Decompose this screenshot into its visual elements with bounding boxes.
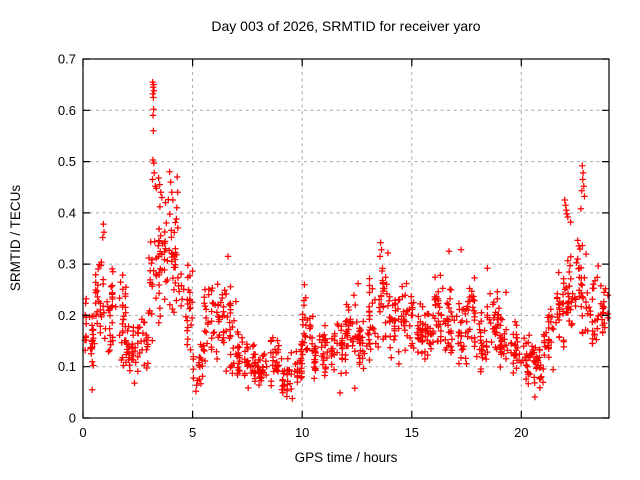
tick-marks <box>82 58 609 419</box>
plot-border <box>82 58 610 419</box>
y-tick-label: 0.5 <box>58 154 76 169</box>
y-tick-label: 0.2 <box>58 308 76 323</box>
x-tick-label: 5 <box>189 425 196 440</box>
tick-labels: 0 0.1 0.2 0.3 0.4 0.5 0.6 0.7 0 5 10 15 20 <box>58 52 529 441</box>
y-tick-label: 0.6 <box>58 103 76 118</box>
y-tick-label: 0.3 <box>58 257 76 272</box>
y-tick-label: 0.1 <box>58 359 76 374</box>
chart-title: Day 003 of 2026, SRMTID for receiver yar… <box>211 18 480 34</box>
y-axis-label: SRMTID / TECUs <box>8 185 23 292</box>
x-tick-label: 20 <box>514 425 528 440</box>
x-tick-label: 0 <box>79 425 86 440</box>
y-tick-label: 0.4 <box>58 205 76 220</box>
y-tick-label: 0.7 <box>58 52 76 67</box>
x-tick-label: 10 <box>295 425 309 440</box>
x-axis-label: GPS time / hours <box>295 450 398 465</box>
y-tick-label: 0 <box>69 411 76 426</box>
x-tick-label: 15 <box>405 425 419 440</box>
scatter-data-points <box>81 78 612 402</box>
grid-lines <box>83 59 609 418</box>
